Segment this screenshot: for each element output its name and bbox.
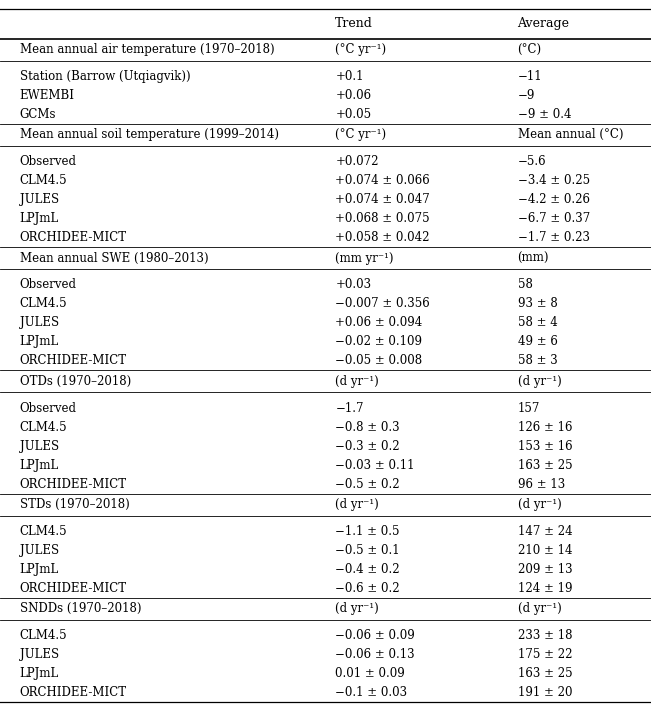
Text: JULES: JULES: [20, 440, 59, 453]
Text: −0.3 ± 0.2: −0.3 ± 0.2: [335, 440, 400, 453]
Text: −0.05 ± 0.008: −0.05 ± 0.008: [335, 355, 422, 368]
Text: +0.1: +0.1: [335, 70, 364, 83]
Text: 58 ± 4: 58 ± 4: [518, 317, 557, 330]
Text: 153 ± 16: 153 ± 16: [518, 440, 572, 453]
Text: CLM4.5: CLM4.5: [20, 297, 67, 310]
Text: Average: Average: [518, 17, 570, 30]
Text: −5.6: −5.6: [518, 155, 546, 168]
Text: 191 ± 20: 191 ± 20: [518, 686, 572, 699]
Text: 58 ± 3: 58 ± 3: [518, 355, 557, 368]
Text: (d yr⁻¹): (d yr⁻¹): [335, 603, 379, 616]
Text: ORCHIDEE-MICT: ORCHIDEE-MICT: [20, 686, 127, 699]
Text: SNDDs (1970–2018): SNDDs (1970–2018): [20, 603, 141, 616]
Text: ORCHIDEE-MICT: ORCHIDEE-MICT: [20, 582, 127, 595]
Text: −0.007 ± 0.356: −0.007 ± 0.356: [335, 297, 430, 310]
Text: −3.4 ± 0.25: −3.4 ± 0.25: [518, 174, 590, 187]
Text: −9 ± 0.4: −9 ± 0.4: [518, 108, 571, 121]
Text: (mm yr⁻¹): (mm yr⁻¹): [335, 252, 394, 265]
Text: −11: −11: [518, 70, 542, 83]
Text: +0.074 ± 0.066: +0.074 ± 0.066: [335, 174, 430, 187]
Text: OTDs (1970–2018): OTDs (1970–2018): [20, 375, 131, 388]
Text: LPJmL: LPJmL: [20, 458, 59, 472]
Text: Observed: Observed: [20, 278, 77, 292]
Text: −0.8 ± 0.3: −0.8 ± 0.3: [335, 420, 400, 434]
Text: +0.05: +0.05: [335, 108, 371, 121]
Text: ORCHIDEE-MICT: ORCHIDEE-MICT: [20, 231, 127, 244]
Text: +0.06: +0.06: [335, 89, 371, 102]
Text: Trend: Trend: [335, 17, 373, 30]
Text: −0.4 ± 0.2: −0.4 ± 0.2: [335, 563, 400, 576]
Text: +0.058 ± 0.042: +0.058 ± 0.042: [335, 231, 430, 244]
Text: Mean annual air temperature (1970–2018): Mean annual air temperature (1970–2018): [20, 43, 274, 56]
Text: (°C yr⁻¹): (°C yr⁻¹): [335, 43, 387, 56]
Text: Observed: Observed: [20, 402, 77, 415]
Text: +0.03: +0.03: [335, 278, 371, 292]
Text: +0.068 ± 0.075: +0.068 ± 0.075: [335, 212, 430, 225]
Text: −0.02 ± 0.109: −0.02 ± 0.109: [335, 335, 422, 348]
Text: CLM4.5: CLM4.5: [20, 629, 67, 642]
Text: +0.06 ± 0.094: +0.06 ± 0.094: [335, 317, 422, 330]
Text: JULES: JULES: [20, 193, 59, 206]
Text: EWEMBI: EWEMBI: [20, 89, 74, 102]
Text: CLM4.5: CLM4.5: [20, 420, 67, 434]
Text: −0.03 ± 0.11: −0.03 ± 0.11: [335, 458, 415, 472]
Text: 126 ± 16: 126 ± 16: [518, 420, 572, 434]
Text: 233 ± 18: 233 ± 18: [518, 629, 572, 642]
Text: STDs (1970–2018): STDs (1970–2018): [20, 498, 130, 511]
Text: LPJmL: LPJmL: [20, 667, 59, 680]
Text: Mean annual SWE (1980–2013): Mean annual SWE (1980–2013): [20, 252, 208, 265]
Text: 96 ± 13: 96 ± 13: [518, 478, 565, 490]
Text: Station (Barrow (Utqiagvik)): Station (Barrow (Utqiagvik)): [20, 70, 190, 83]
Text: (°C yr⁻¹): (°C yr⁻¹): [335, 129, 387, 142]
Text: 157: 157: [518, 402, 540, 415]
Text: 58: 58: [518, 278, 533, 292]
Text: 49 ± 6: 49 ± 6: [518, 335, 557, 348]
Text: Mean annual soil temperature (1999–2014): Mean annual soil temperature (1999–2014): [20, 129, 279, 142]
Text: 209 ± 13: 209 ± 13: [518, 563, 572, 576]
Text: −1.1 ± 0.5: −1.1 ± 0.5: [335, 525, 400, 538]
Text: (d yr⁻¹): (d yr⁻¹): [518, 498, 561, 511]
Text: (d yr⁻¹): (d yr⁻¹): [518, 375, 561, 388]
Text: ORCHIDEE-MICT: ORCHIDEE-MICT: [20, 478, 127, 490]
Text: (mm): (mm): [518, 252, 549, 265]
Text: (d yr⁻¹): (d yr⁻¹): [335, 498, 379, 511]
Text: CLM4.5: CLM4.5: [20, 174, 67, 187]
Text: −0.06 ± 0.13: −0.06 ± 0.13: [335, 649, 415, 661]
Text: LPJmL: LPJmL: [20, 212, 59, 225]
Text: 163 ± 25: 163 ± 25: [518, 667, 572, 680]
Text: JULES: JULES: [20, 649, 59, 661]
Text: Observed: Observed: [20, 155, 77, 168]
Text: 147 ± 24: 147 ± 24: [518, 525, 572, 538]
Text: −4.2 ± 0.26: −4.2 ± 0.26: [518, 193, 590, 206]
Text: GCMs: GCMs: [20, 108, 56, 121]
Text: −0.5 ± 0.2: −0.5 ± 0.2: [335, 478, 400, 490]
Text: 175 ± 22: 175 ± 22: [518, 649, 572, 661]
Text: LPJmL: LPJmL: [20, 563, 59, 576]
Text: JULES: JULES: [20, 544, 59, 557]
Text: (d yr⁻¹): (d yr⁻¹): [335, 375, 379, 388]
Text: JULES: JULES: [20, 317, 59, 330]
Text: −6.7 ± 0.37: −6.7 ± 0.37: [518, 212, 590, 225]
Text: −1.7: −1.7: [335, 402, 364, 415]
Text: Mean annual (°C): Mean annual (°C): [518, 129, 623, 142]
Text: 93 ± 8: 93 ± 8: [518, 297, 557, 310]
Text: 163 ± 25: 163 ± 25: [518, 458, 572, 472]
Text: +0.072: +0.072: [335, 155, 379, 168]
Text: CLM4.5: CLM4.5: [20, 525, 67, 538]
Text: −0.6 ± 0.2: −0.6 ± 0.2: [335, 582, 400, 595]
Text: (°C): (°C): [518, 43, 542, 56]
Text: 124 ± 19: 124 ± 19: [518, 582, 572, 595]
Text: LPJmL: LPJmL: [20, 335, 59, 348]
Text: (d yr⁻¹): (d yr⁻¹): [518, 603, 561, 616]
Text: −1.7 ± 0.23: −1.7 ± 0.23: [518, 231, 590, 244]
Text: 210 ± 14: 210 ± 14: [518, 544, 572, 557]
Text: −0.5 ± 0.1: −0.5 ± 0.1: [335, 544, 400, 557]
Text: −0.1 ± 0.03: −0.1 ± 0.03: [335, 686, 408, 699]
Text: −0.06 ± 0.09: −0.06 ± 0.09: [335, 629, 415, 642]
Text: ORCHIDEE-MICT: ORCHIDEE-MICT: [20, 355, 127, 368]
Text: −9: −9: [518, 89, 535, 102]
Text: +0.074 ± 0.047: +0.074 ± 0.047: [335, 193, 430, 206]
Text: 0.01 ± 0.09: 0.01 ± 0.09: [335, 667, 405, 680]
